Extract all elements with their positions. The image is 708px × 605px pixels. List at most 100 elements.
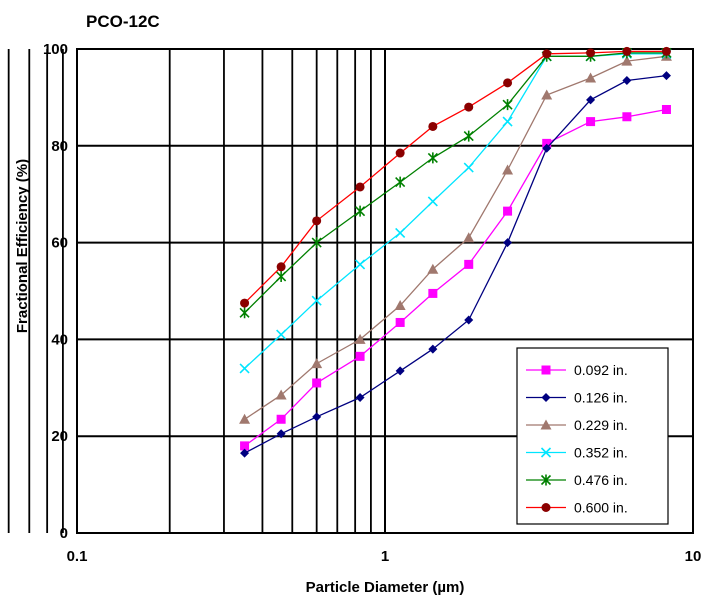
grid xyxy=(7,48,694,534)
y-tick-label: 40 xyxy=(51,331,68,348)
data-point-x xyxy=(355,259,366,270)
series-line xyxy=(244,55,667,420)
data-point-triangle xyxy=(311,358,323,369)
series-line xyxy=(244,74,667,454)
data-point-circle xyxy=(541,503,551,512)
data-point-diamond xyxy=(622,75,632,85)
x-tick-label: 1 xyxy=(381,548,389,565)
y-axis-ticks: 0 20 40 60 80 100 xyxy=(43,41,68,542)
series-line xyxy=(244,52,667,314)
data-point-x xyxy=(463,162,474,173)
data-point-square xyxy=(240,441,250,451)
data-point-circle xyxy=(661,46,671,56)
data-point-square xyxy=(395,317,405,327)
data-point-square xyxy=(355,351,365,361)
x-tick-label: 10 xyxy=(685,548,702,565)
legend-item: 0.229 in. xyxy=(526,417,628,433)
y-tick-label: 60 xyxy=(51,235,68,252)
data-point-square xyxy=(464,259,474,269)
data-point-diamond xyxy=(661,71,671,81)
legend-label: 0.092 in. xyxy=(574,362,628,378)
data-point-star xyxy=(427,152,438,164)
data-point-star xyxy=(239,307,250,319)
data-point-star xyxy=(311,237,322,249)
legend-item: 0.126 in. xyxy=(526,390,628,406)
data-point-triangle xyxy=(541,89,553,100)
data-point-x xyxy=(395,227,406,238)
legend-item: 0.092 in. xyxy=(526,362,628,378)
data-point-triangle xyxy=(463,232,475,243)
x-axis-ticks: 0.1 1 10 xyxy=(67,548,702,565)
data-point-square xyxy=(586,117,596,127)
series-line xyxy=(244,50,667,304)
x-axis-label: Particle Diameter (µm) xyxy=(306,579,465,596)
data-point-square xyxy=(622,112,632,122)
data-point-triangle xyxy=(275,389,287,400)
data-point-star xyxy=(395,176,406,188)
data-point-diamond xyxy=(355,392,365,402)
data-point-diamond xyxy=(276,429,286,439)
series-0-600-in xyxy=(240,46,671,308)
data-point-circle xyxy=(428,121,438,131)
series-0-229-in xyxy=(239,50,672,424)
data-point-circle xyxy=(503,78,513,88)
data-point-square xyxy=(542,138,552,148)
data-point-triangle xyxy=(540,419,552,430)
data-point-triangle xyxy=(502,164,514,175)
legend-item: 0.352 in. xyxy=(526,445,628,461)
data-point-star xyxy=(502,99,513,111)
data-point-triangle xyxy=(621,55,633,66)
data-point-circle xyxy=(622,46,632,56)
chart-title: PCO-12C xyxy=(86,12,160,31)
data-point-square xyxy=(541,365,551,375)
series-line xyxy=(244,53,667,369)
data-point-diamond xyxy=(428,344,438,354)
legend-box xyxy=(516,347,669,525)
legend-label: 0.352 in. xyxy=(574,445,628,461)
series-0-352-in xyxy=(239,48,672,374)
data-point-diamond xyxy=(312,412,322,422)
data-point-star xyxy=(276,270,287,282)
data-point-diamond xyxy=(464,315,474,325)
series-line xyxy=(244,108,667,447)
data-point-triangle xyxy=(427,263,439,274)
y-tick-label: 100 xyxy=(43,41,68,58)
legend-label: 0.126 in. xyxy=(574,390,628,406)
data-point-x xyxy=(540,447,552,458)
data-point-diamond xyxy=(240,448,250,458)
data-point-diamond xyxy=(586,95,596,105)
data-point-circle xyxy=(464,102,474,112)
data-point-circle xyxy=(586,48,596,58)
series-0-126-in xyxy=(240,71,671,458)
data-point-triangle xyxy=(585,72,597,83)
data-point-triangle xyxy=(354,333,366,344)
data-point-triangle xyxy=(239,413,251,424)
data-point-triangle xyxy=(394,300,406,311)
data-point-circle xyxy=(240,298,250,308)
plot-frame xyxy=(76,48,694,534)
data-point-square xyxy=(661,105,671,114)
legend-item: 0.600 in. xyxy=(526,500,628,516)
data-point-star xyxy=(540,474,552,486)
data-point-star xyxy=(463,130,474,142)
data-point-star xyxy=(355,205,366,217)
data-point-square xyxy=(276,414,286,424)
data-point-x xyxy=(311,295,322,306)
y-axis-label: Fractional Efficiency (%) xyxy=(14,159,31,333)
legend-item: 0.476 in. xyxy=(526,472,628,488)
y-tick-label: 20 xyxy=(51,428,68,445)
data-point-x xyxy=(427,196,438,207)
data-point-circle xyxy=(312,216,322,226)
data-point-square xyxy=(503,206,513,216)
legend-label: 0.229 in. xyxy=(574,417,628,433)
series-group xyxy=(239,46,672,458)
data-point-x xyxy=(502,116,513,127)
series-0-092-in xyxy=(240,105,671,451)
data-point-square xyxy=(312,378,322,388)
data-point-diamond xyxy=(503,238,513,248)
x-tick-label: 0.1 xyxy=(67,548,88,565)
series-0-476-in xyxy=(239,47,672,319)
legend-label: 0.600 in. xyxy=(574,500,628,516)
y-tick-label: 0 xyxy=(60,525,68,542)
